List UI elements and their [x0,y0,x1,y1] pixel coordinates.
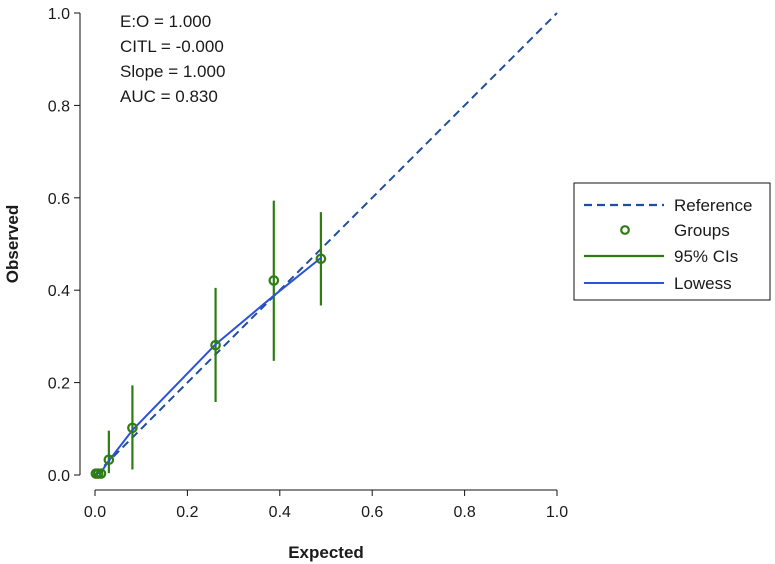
y-axis-title: Observed [3,205,22,283]
group-point [210,339,221,351]
auc-text: AUC = 0.830 [120,87,218,106]
statistics-annotation: E:O = 1.000 CITL = -0.000 Slope = 1.000 … [120,12,225,106]
legend-lowess-label: Lowess [674,274,732,293]
reference-line [94,12,558,476]
slope-text: Slope = 1.000 [120,62,225,81]
y-tick-label: 1.0 [48,6,70,23]
eo-ratio-text: E:O = 1.000 [120,12,211,31]
group-point [315,253,327,265]
lowess-line [95,257,322,476]
plot-area [90,12,558,479]
legend-reference-label: Reference [674,196,752,215]
legend-ci-label: 95% CIs [674,247,738,266]
y-tick-label: 0.4 [48,283,70,300]
y-tick-label: 0.8 [48,98,70,115]
axes: 0.0 0.2 0.4 0.6 0.8 1.0 0.0 0.2 0.4 0.6 0.8 1.0 [48,6,568,521]
legend: Reference Groups 95% CIs Lowess [573,182,771,301]
legend-box [573,182,771,301]
group-point [103,454,115,466]
x-tick-label: 0.4 [269,504,291,521]
group-point [127,422,138,434]
group-point [268,275,280,286]
x-tick-label: 0.0 [84,504,106,521]
x-axis-title: Expected [288,543,364,562]
citl-text: CITL = -0.000 [120,37,224,56]
legend-groups-label: Groups [674,221,730,240]
x-tick-label: 0.6 [361,504,383,521]
x-tick-label: 0.2 [176,504,198,521]
y-tick-label: 0.2 [48,376,70,393]
y-tick-label: 0.6 [48,191,70,208]
x-tick-label: 0.8 [453,504,475,521]
y-tick-label: 0.0 [48,468,70,485]
group-point [95,468,107,479]
x-tick-label: 1.0 [546,504,568,521]
legend-groups-swatch [620,225,630,235]
